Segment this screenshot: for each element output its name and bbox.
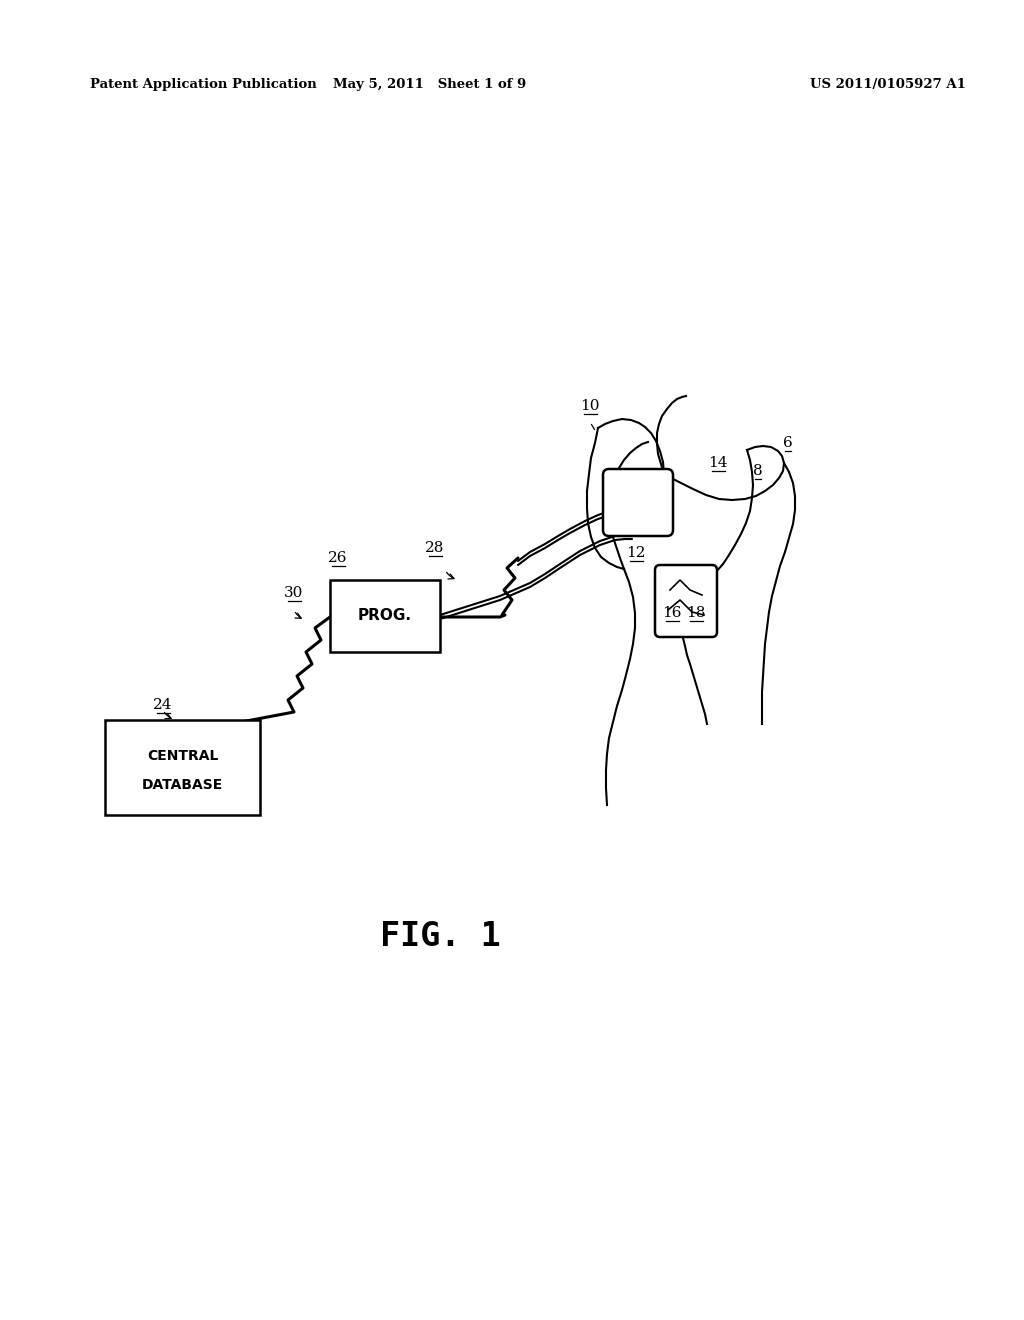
FancyBboxPatch shape bbox=[655, 565, 717, 638]
Text: 18: 18 bbox=[686, 606, 706, 620]
Text: Patent Application Publication: Patent Application Publication bbox=[90, 78, 316, 91]
Text: DATABASE: DATABASE bbox=[142, 777, 223, 792]
Text: 24: 24 bbox=[154, 698, 173, 711]
FancyBboxPatch shape bbox=[603, 469, 673, 536]
Text: 28: 28 bbox=[425, 541, 444, 554]
Text: FIG. 1: FIG. 1 bbox=[380, 920, 501, 953]
Text: 10: 10 bbox=[581, 399, 600, 413]
Bar bbox=[105, 719, 260, 814]
Text: 16: 16 bbox=[663, 606, 682, 620]
Bar bbox=[330, 579, 440, 652]
Text: US 2011/0105927 A1: US 2011/0105927 A1 bbox=[810, 78, 966, 91]
Text: 6: 6 bbox=[783, 436, 793, 450]
Text: 8: 8 bbox=[754, 465, 763, 478]
Text: 30: 30 bbox=[285, 586, 304, 601]
Text: 26: 26 bbox=[329, 550, 348, 565]
Text: CENTRAL: CENTRAL bbox=[146, 750, 218, 763]
Text: 12: 12 bbox=[627, 546, 646, 560]
Text: May 5, 2011   Sheet 1 of 9: May 5, 2011 Sheet 1 of 9 bbox=[334, 78, 526, 91]
Text: 14: 14 bbox=[709, 455, 728, 470]
Text: PROG.: PROG. bbox=[358, 609, 412, 623]
